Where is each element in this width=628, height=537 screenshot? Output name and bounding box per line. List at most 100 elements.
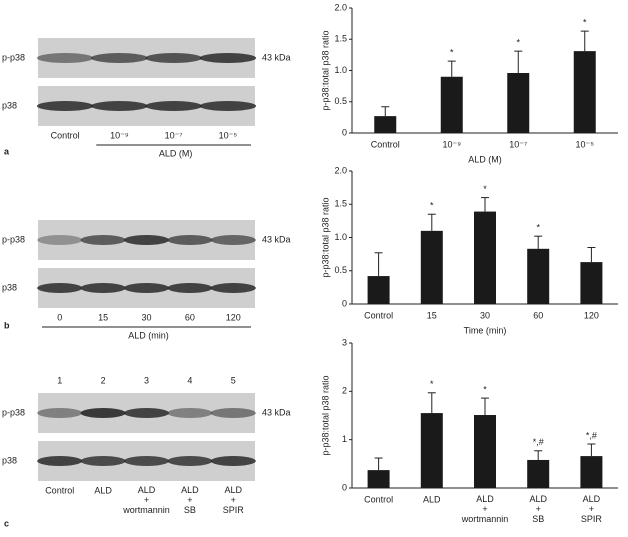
x-tick-label: ALD + wortmannin <box>461 494 509 524</box>
x-tick-label: 120 <box>584 310 599 320</box>
row-label: p-p38 <box>2 52 25 62</box>
x-tick-label: Control <box>371 139 400 149</box>
bar <box>420 230 443 304</box>
bar-label: * <box>430 379 434 389</box>
bar <box>580 456 603 488</box>
row-label: p-p38 <box>2 407 25 417</box>
bar-label: * <box>536 223 540 233</box>
lane-number: 3 <box>144 375 149 385</box>
row-label: p-p38 <box>2 234 25 244</box>
bar-label: *,# <box>586 430 597 440</box>
y-axis-label: p-p38:total p38 ratio <box>320 197 330 277</box>
y-tick-label: 2 <box>342 386 347 396</box>
lane-label: 30 <box>141 312 151 322</box>
lane-label: Control <box>51 130 80 140</box>
blot-band <box>167 283 213 293</box>
bar <box>573 51 596 133</box>
bar-label: * <box>450 48 454 58</box>
x-tick-label: ALD + SB <box>529 494 547 524</box>
blot-band <box>80 235 126 245</box>
x-tick-label: Control <box>364 310 393 320</box>
blot-band <box>36 101 94 111</box>
blot-band <box>80 283 126 293</box>
x-tick-label: ALD <box>423 494 441 504</box>
row-label: p38 <box>2 100 17 110</box>
y-axis-label: p-p38:total p38 ratio <box>320 375 330 455</box>
lane-label: ALD + SB <box>181 485 199 515</box>
bar <box>440 76 463 133</box>
blot-band <box>199 101 257 111</box>
blot-band <box>210 456 256 466</box>
blot-band <box>145 53 202 63</box>
x-tick-label: 10⁻⁹ <box>442 139 461 149</box>
lane-number: 1 <box>57 375 62 385</box>
bar <box>374 116 397 133</box>
blot-band <box>210 235 256 245</box>
lane-label: 120 <box>226 312 241 322</box>
x-tick-label: 10⁻⁵ <box>576 139 595 149</box>
bar <box>527 248 550 304</box>
y-axis-label: p-p38:total p38 ratio <box>320 30 330 110</box>
bar <box>367 470 390 488</box>
bar-label: * <box>430 201 434 211</box>
y-tick-label: 1.0 <box>334 232 347 242</box>
x-tick-label: 15 <box>427 310 437 320</box>
panel-letter: b <box>4 320 10 330</box>
bar <box>367 276 390 304</box>
lane-number: 5 <box>231 375 236 385</box>
y-tick-label: 0 <box>342 127 347 137</box>
size-label: 43 kDa <box>262 234 291 244</box>
bar-label: * <box>583 18 587 28</box>
panel-letter: c <box>4 518 9 528</box>
row-label: p38 <box>2 282 17 292</box>
blot-band <box>123 283 170 293</box>
bar <box>474 211 496 304</box>
x-tick-label: 10⁻⁷ <box>509 139 527 149</box>
lane-label: 10⁻⁷ <box>165 130 183 140</box>
blot-band <box>37 408 83 418</box>
bar <box>474 415 496 488</box>
blot-band <box>145 101 202 111</box>
bar <box>527 459 550 488</box>
bar-label: * <box>483 384 487 394</box>
blot-band <box>123 408 170 418</box>
group-label: ALD (M) <box>159 148 193 158</box>
bar <box>420 413 443 488</box>
y-tick-label: 2.0 <box>334 2 347 12</box>
x-tick-label: 60 <box>533 310 543 320</box>
lane-label: ALD <box>94 485 112 495</box>
blot-band <box>80 456 126 466</box>
size-label: 43 kDa <box>262 407 291 417</box>
lane-label: 15 <box>98 312 108 322</box>
bar <box>507 73 530 133</box>
x-tick-label: ALD + SPIR <box>581 494 603 524</box>
x-axis-label: ALD (M) <box>468 154 502 164</box>
lane-number: 2 <box>101 375 106 385</box>
y-tick-label: 2.0 <box>334 165 347 175</box>
y-tick-label: 1.5 <box>334 34 347 44</box>
row-label: p38 <box>2 455 17 465</box>
blot-band <box>37 456 83 466</box>
blot-band <box>36 53 94 63</box>
blot-band <box>210 408 256 418</box>
bar-label: * <box>516 38 520 48</box>
y-tick-label: 3 <box>342 337 347 347</box>
size-label: 43 kDa <box>262 52 291 62</box>
lane-number: 4 <box>187 375 192 385</box>
y-tick-label: 0.5 <box>334 96 347 106</box>
y-tick-label: 1.0 <box>334 65 347 75</box>
blot-band <box>167 456 213 466</box>
lane-label: ALD + SPIR <box>223 485 245 515</box>
blot-band <box>91 53 148 63</box>
blot-band <box>167 408 213 418</box>
group-label: ALD (min) <box>128 330 169 340</box>
lane-label: ALD + wortmannin <box>122 485 170 515</box>
lane-label: 10⁻⁵ <box>219 130 238 140</box>
blot-band <box>37 235 83 245</box>
y-tick-label: 0 <box>342 482 347 492</box>
blot-band <box>80 408 126 418</box>
blot-band <box>123 456 170 466</box>
x-axis-label: Time (min) <box>464 325 507 335</box>
x-tick-label: 30 <box>480 310 490 320</box>
